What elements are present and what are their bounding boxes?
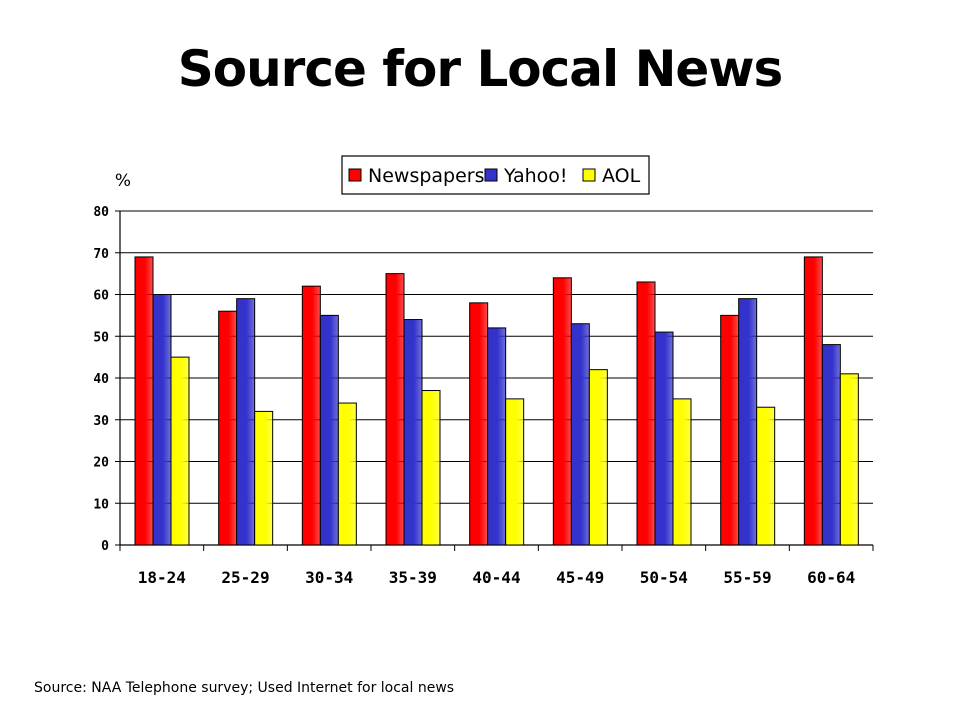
y-tick-label: 10 [93, 497, 109, 512]
y-axis-label: % [115, 171, 131, 191]
bar-aol-60-64 [839, 373, 859, 546]
y-tick-label: 80 [93, 205, 109, 220]
x-tick-label: 25-29 [221, 568, 269, 587]
bar-aol-50-54 [672, 398, 692, 546]
bar-newspapers-30-34 [301, 285, 321, 546]
y-tick-label: 60 [93, 289, 109, 304]
bar-yahoo-25-29 [236, 298, 256, 546]
bar-yahoo-35-39 [403, 319, 423, 546]
bar-aol-18-24 [170, 356, 190, 546]
bar-yahoo-18-24 [152, 294, 172, 546]
legend-swatch [348, 168, 362, 182]
bar-aol-25-29 [254, 410, 274, 546]
y-tick-label: 70 [93, 247, 109, 262]
x-tick-label: 50-54 [640, 568, 688, 587]
bar-newspapers-55-59 [720, 314, 740, 546]
bar-newspapers-50-54 [636, 281, 656, 546]
x-tick-label: 60-64 [807, 568, 855, 587]
x-tick-label: 35-39 [389, 568, 437, 587]
bar-newspapers-60-64 [803, 256, 823, 546]
x-tick-label: 55-59 [723, 568, 771, 587]
legend-swatch [582, 168, 596, 182]
source-note: Source: NAA Telephone survey; Used Inter… [34, 680, 455, 696]
y-tick-label: 40 [93, 372, 109, 387]
bar-aol-45-49 [588, 369, 608, 546]
legend-label: Yahoo! [503, 165, 568, 187]
y-tick-label: 0 [101, 539, 109, 554]
bar-yahoo-30-34 [319, 314, 339, 546]
bar-aol-40-44 [505, 398, 525, 546]
bar-newspapers-45-49 [552, 277, 572, 546]
bar-aol-30-34 [337, 402, 357, 546]
legend-swatch [484, 168, 498, 182]
legend-label: Newspapers [368, 165, 485, 187]
bar-yahoo-45-49 [570, 323, 590, 546]
bar-aol-55-59 [756, 406, 776, 546]
bar-yahoo-55-59 [738, 298, 758, 546]
bar-newspapers-25-29 [218, 310, 238, 546]
legend-label: AOL [602, 165, 641, 187]
y-tick-label: 30 [93, 414, 109, 429]
slide-title: Source for Local News [177, 40, 784, 98]
bar-newspapers-40-44 [469, 302, 489, 546]
bar-aol-35-39 [421, 390, 441, 546]
bar-newspapers-18-24 [134, 256, 154, 546]
bar-newspapers-35-39 [385, 273, 405, 546]
bar-yahoo-60-64 [821, 344, 841, 546]
x-tick-label: 30-34 [305, 568, 353, 587]
x-tick-label: 40-44 [472, 568, 520, 587]
x-tick-label: 18-24 [138, 568, 186, 587]
y-tick-label: 20 [93, 456, 109, 471]
x-tick-label: 45-49 [556, 568, 604, 587]
bar-yahoo-40-44 [487, 327, 507, 546]
bar-yahoo-50-54 [654, 331, 674, 546]
y-tick-label: 50 [93, 330, 109, 345]
